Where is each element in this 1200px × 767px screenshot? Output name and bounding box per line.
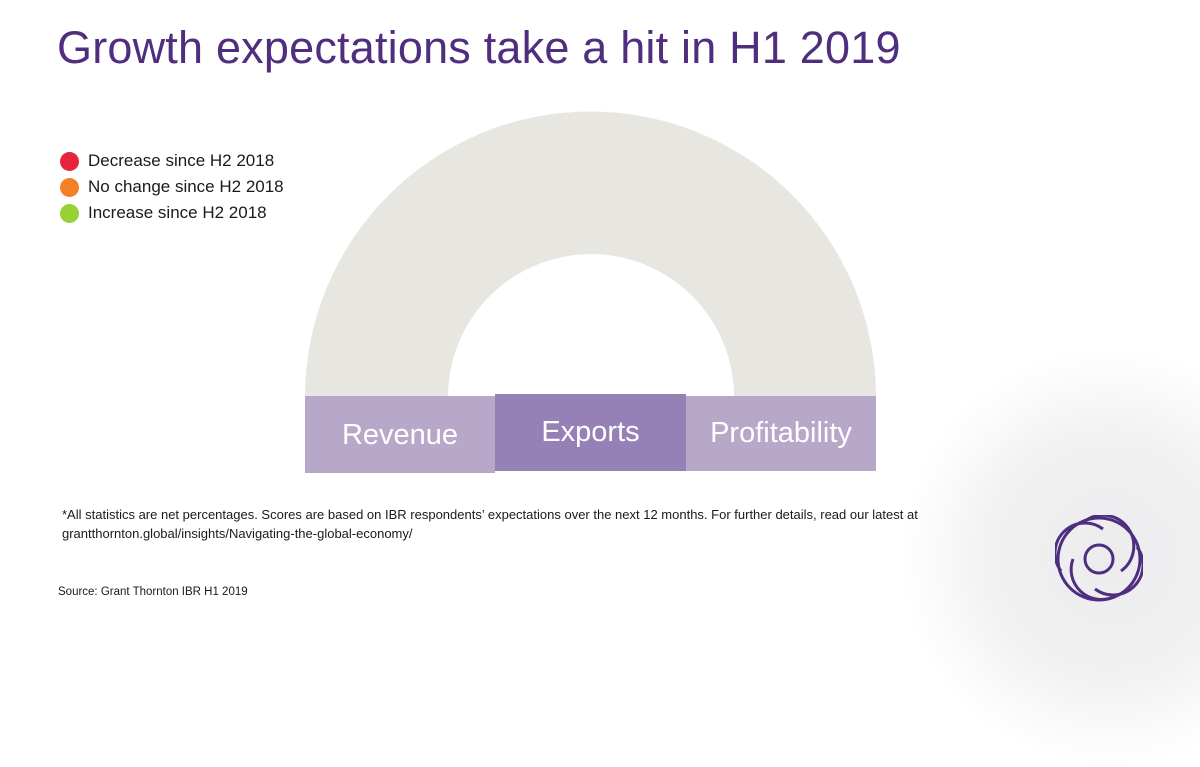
legend-label: No change since H2 2018 [88, 177, 284, 196]
legend: Decrease since H2 2018 No change since H… [60, 148, 284, 226]
legend-item-decrease: Decrease since H2 2018 [60, 148, 284, 174]
gauge-segments: Revenue Exports Profitability [305, 394, 876, 473]
footnote: *All statistics are net percentages. Sco… [62, 507, 918, 541]
green-dot-icon [60, 203, 79, 223]
gauge-arc [305, 111, 876, 397]
segment-label: Revenue [341, 419, 459, 451]
legend-label: Increase since H2 2018 [88, 203, 267, 222]
red-dot-icon [60, 151, 79, 171]
segment-profitability[interactable]: Profitability [686, 396, 876, 471]
grant-thornton-swirl-icon [1055, 515, 1143, 602]
segment-label: Exports [541, 416, 640, 448]
segment-exports[interactable]: Exports [495, 394, 686, 471]
segment-revenue[interactable]: Revenue [305, 396, 495, 473]
source-note: Source: Grant Thornton IBR H1 2019 [58, 586, 248, 598]
orange-dot-icon [60, 177, 79, 197]
page-title: Growth expectations take a hit in H1 201… [57, 22, 901, 73]
legend-item-increase: Increase since H2 2018 [60, 200, 284, 226]
legend-item-no-change: No change since H2 2018 [60, 174, 284, 200]
segment-label: Profitability [710, 417, 852, 449]
legend-label: Decrease since H2 2018 [88, 151, 275, 170]
